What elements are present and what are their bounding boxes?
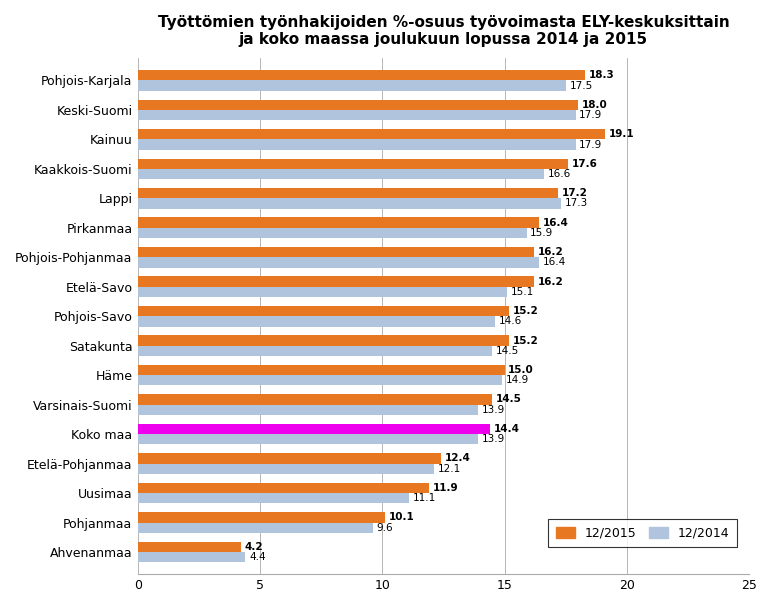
Text: 17.3: 17.3 [564,198,587,208]
Text: 17.9: 17.9 [579,110,602,120]
Text: 15.2: 15.2 [513,306,539,316]
Text: 9.6: 9.6 [376,523,393,533]
Text: 4.4: 4.4 [249,552,266,562]
Bar [138,198,560,209]
Text: 14.5: 14.5 [496,346,520,356]
Text: 16.2: 16.2 [537,277,564,287]
Bar [138,140,575,150]
Text: 14.5: 14.5 [496,395,522,404]
Bar [138,188,558,198]
Bar [138,306,510,316]
Text: 15.0: 15.0 [508,365,534,375]
Text: 16.6: 16.6 [547,169,571,179]
Text: 4.2: 4.2 [244,542,263,552]
Text: 19.1: 19.1 [608,129,634,139]
Bar [138,453,441,464]
Bar [138,365,505,375]
Bar [138,405,478,415]
Bar [138,257,539,268]
Bar [138,110,575,120]
Bar [138,336,510,346]
Bar [138,169,543,179]
Bar [138,129,604,140]
Text: 14.9: 14.9 [506,375,529,385]
Text: 16.2: 16.2 [537,247,564,257]
Bar [138,287,507,297]
Text: 16.4: 16.4 [543,257,566,268]
Bar [138,395,493,405]
Bar [138,70,585,80]
Text: 17.5: 17.5 [570,81,593,90]
Title: Työttömien työnhakijoiden %-osuus työvoimasta ELY-keskuksittain
ja koko maassa j: Työttömien työnhakijoiden %-osuus työvoi… [157,15,730,47]
Bar [138,464,434,474]
Bar [138,100,578,110]
Bar [138,523,373,533]
Text: 10.1: 10.1 [388,512,415,523]
Bar [138,552,245,562]
Text: 18.3: 18.3 [589,70,615,80]
Bar [138,375,502,385]
Bar [138,493,409,503]
Text: 13.9: 13.9 [482,405,505,415]
Text: 18.0: 18.0 [581,100,608,110]
Bar [138,247,534,257]
Bar [138,217,539,228]
Bar [138,512,384,523]
Bar [138,276,534,287]
Bar [138,483,428,493]
Text: 17.2: 17.2 [562,188,588,198]
Bar [138,316,495,327]
Text: 14.6: 14.6 [499,316,522,327]
Text: 15.2: 15.2 [513,336,539,345]
Bar [138,424,490,434]
Bar [138,434,478,444]
Text: 11.9: 11.9 [432,483,458,493]
Bar [138,228,527,238]
Text: 17.6: 17.6 [572,158,598,169]
Text: 13.9: 13.9 [482,434,505,444]
Text: 12.1: 12.1 [438,464,461,473]
Text: 15.9: 15.9 [530,228,554,238]
Text: 11.1: 11.1 [413,493,436,503]
Bar [138,346,493,356]
Text: 17.9: 17.9 [579,140,602,149]
Bar [138,80,566,90]
Legend: 12/2015, 12/2014: 12/2015, 12/2014 [548,519,736,548]
Bar [138,158,568,169]
Text: 12.4: 12.4 [445,453,471,463]
Text: 15.1: 15.1 [511,287,534,297]
Text: 14.4: 14.4 [493,424,520,434]
Text: 16.4: 16.4 [543,218,568,228]
Bar [138,541,241,552]
